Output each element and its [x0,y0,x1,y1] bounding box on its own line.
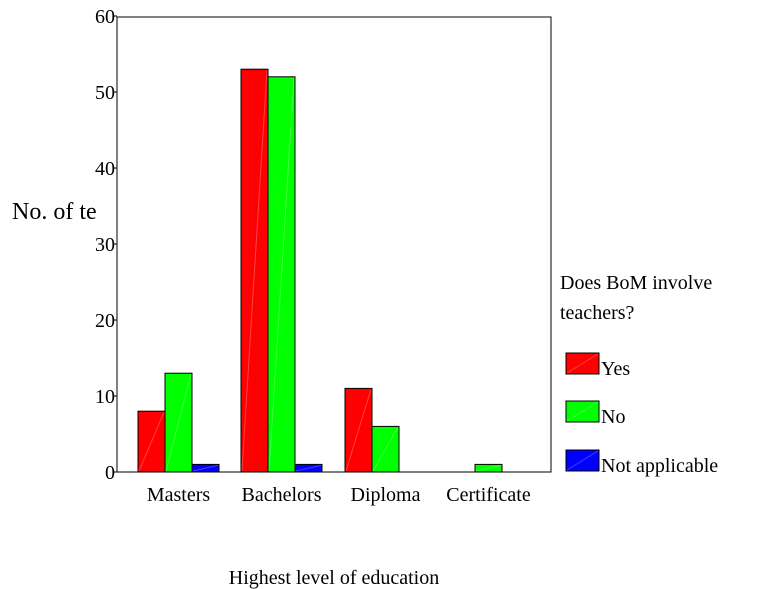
legend-swatch [565,352,600,375]
bar-no [267,76,296,472]
y-tick-label: 40 [95,158,115,180]
bar-shading [241,70,268,472]
x-tick-label: Masters [147,484,211,506]
y-tick-label: 30 [95,234,115,256]
x-tick-label: Certificate [446,484,531,506]
bar-no [164,372,193,472]
x-tick-label: Diploma [351,484,421,506]
bar-no [371,425,400,472]
bar-shading [475,464,502,472]
y-tick-label: 20 [95,310,115,332]
bar-shading [295,464,322,472]
legend-swatch-shading [566,353,599,374]
legend-label: Yes [601,358,630,380]
bar-yes [344,387,373,472]
y-tick-label: 0 [105,462,115,484]
bar-series [137,68,503,472]
bar-shading [165,374,192,472]
legend-label: Not applicable [601,455,718,477]
y-tick-label: 10 [95,386,115,408]
legend-label: No [601,406,625,428]
y-axis: 0 10 20 30 40 50 60 [95,6,117,484]
x-tick-label: Bachelors [242,484,322,506]
bar-shading [372,427,399,472]
y-axis-label: No. of te [12,199,97,225]
x-axis: Masters Bachelors Diploma Certificate [147,484,531,506]
legend-swatch [565,449,600,472]
legend-swatch-shading [566,450,599,471]
y-tick-label: 50 [95,82,115,104]
bar-shading [192,464,219,472]
x-axis-label: Highest level of education [229,567,440,589]
bar-no [474,463,503,472]
y-tick-label: 60 [95,6,115,28]
bar-yes [240,68,269,472]
legend-title: teachers? [560,302,635,324]
legend-swatch [565,400,600,423]
bar-shading [345,389,372,472]
bar-yes [137,410,166,472]
bar-not-applicable [191,463,220,472]
bar-shading [268,77,295,472]
legend: Does BoM involve teachers? Yes No Not appl… [560,272,718,477]
legend-swatch-shading [566,401,599,422]
bar-shading [138,412,165,472]
legend-title: Does BoM involve [560,272,712,294]
bar-not-applicable [294,463,323,472]
